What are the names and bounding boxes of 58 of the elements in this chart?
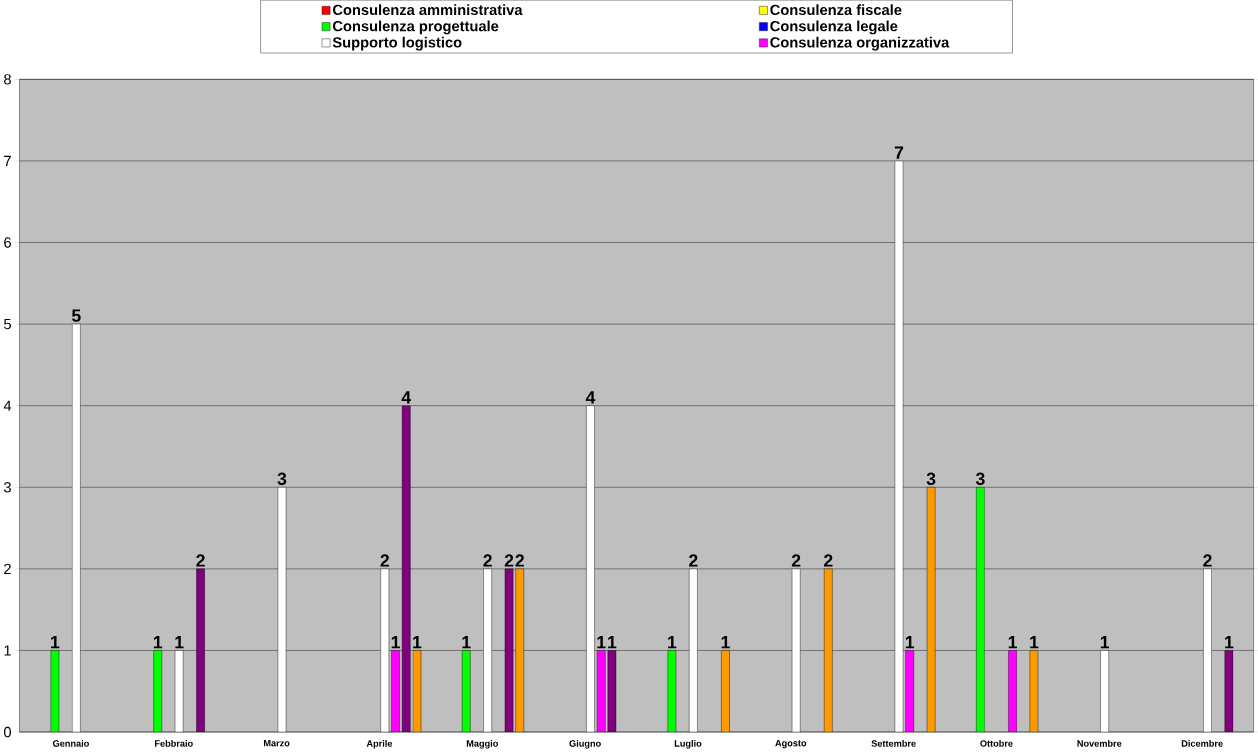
y-tick-label: 7 — [4, 155, 11, 166]
data-label: 2 — [791, 554, 801, 567]
data-label: 3 — [277, 472, 287, 486]
legend-label: Consulenza fiscale — [770, 4, 902, 16]
y-tick-label: 0 — [3, 726, 12, 738]
data-label: 1 — [721, 636, 730, 649]
data-label: 2 — [196, 554, 205, 567]
data-label: 1 — [668, 636, 677, 649]
data-label: 1 — [1225, 636, 1234, 649]
x-tick-label: Marzo — [263, 739, 290, 747]
x-tick-label: Settembre — [871, 739, 916, 747]
data-label: 1 — [905, 636, 915, 649]
y-tick-label: 8 — [4, 74, 11, 85]
data-label: 1 — [51, 636, 60, 649]
data-label: 2 — [689, 554, 698, 567]
x-tick-label: Novembre — [1077, 739, 1122, 747]
legend-label: Consulenza amministrativa — [332, 4, 523, 16]
data-label: 1 — [608, 636, 617, 649]
legend-label: Consulenza progettuale — [332, 20, 499, 35]
data-label: 1 — [1100, 636, 1110, 649]
x-tick-label: Febbraio — [155, 739, 193, 747]
x-tick-label: Agosto — [775, 739, 807, 749]
data-label: 2 — [380, 554, 390, 567]
data-label: 1 — [391, 636, 400, 649]
y-tick-label: 3 — [3, 482, 11, 493]
data-label: 3 — [975, 472, 985, 486]
x-tick-label: Giugno — [569, 739, 601, 749]
data-label: 1 — [1008, 636, 1017, 649]
data-label: 7 — [894, 146, 904, 159]
x-tick-label: Luglio — [674, 739, 702, 749]
data-label: 1 — [153, 636, 163, 649]
data-label: 4 — [401, 391, 412, 404]
data-label: 1 — [413, 636, 422, 649]
data-label: 2 — [483, 554, 492, 567]
data-label: 5 — [71, 309, 81, 322]
legend-label: Consulenza organizzativa — [770, 36, 950, 51]
y-tick-label: 2 — [4, 563, 11, 574]
data-label: 1 — [597, 636, 606, 649]
data-label: 1 — [175, 636, 184, 649]
legend-label: Supporto logistico — [332, 36, 462, 51]
x-tick-label: Gennaio — [52, 739, 89, 747]
data-label: 4 — [585, 391, 596, 404]
x-tick-label: Ottobre — [980, 739, 1013, 747]
data-label: 2 — [504, 554, 514, 567]
data-label: 1 — [1030, 636, 1039, 649]
data-label: 1 — [462, 636, 471, 649]
y-tick-label: 4 — [3, 400, 12, 411]
data-label: 3 — [926, 472, 936, 486]
x-tick-label: Maggio — [466, 739, 498, 749]
legend-label: Consulenza legale — [770, 20, 898, 35]
x-tick-label: Aprile — [366, 739, 393, 749]
y-tick-label: 1 — [4, 645, 11, 656]
x-tick-label: Dicembre — [1181, 739, 1223, 747]
data-label: 2 — [1203, 554, 1212, 567]
data-label: 2 — [515, 554, 524, 567]
data-label: 2 — [823, 554, 833, 567]
y-tick-label: 6 — [4, 237, 11, 248]
y-tick-label: 5 — [4, 318, 11, 330]
